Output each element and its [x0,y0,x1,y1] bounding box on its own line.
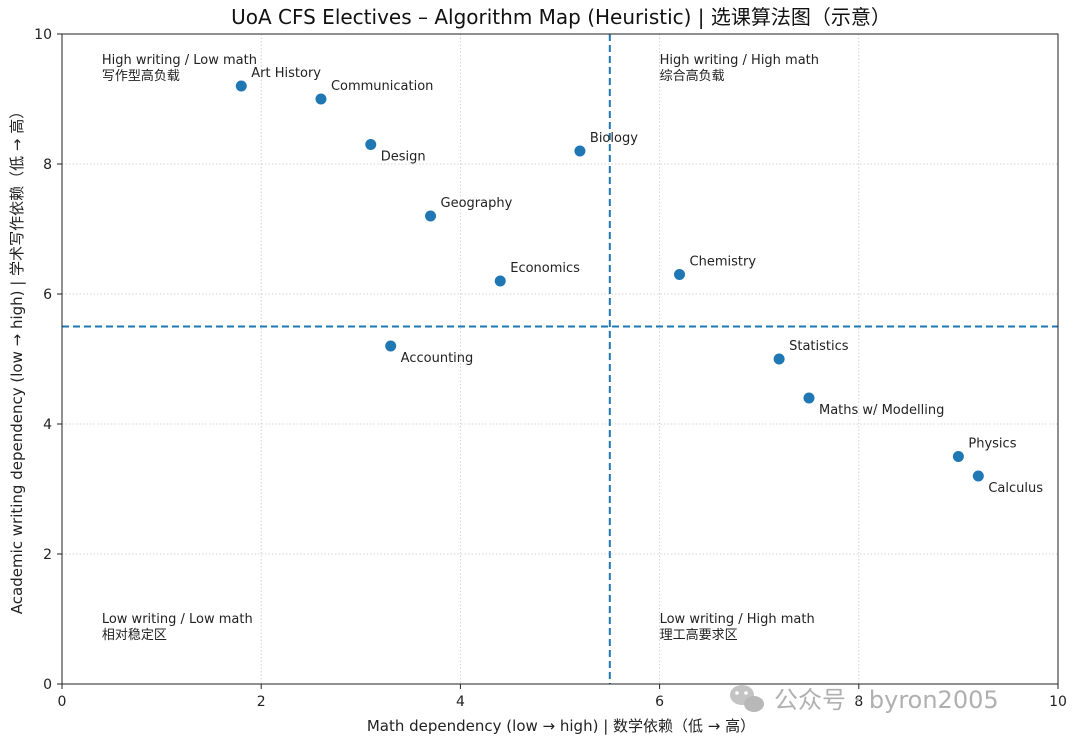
y-tick-label: 8 [43,157,52,173]
x-tick-label: 6 [655,694,664,710]
point-label: Geography [441,196,513,211]
x-tick-label: 4 [456,694,465,710]
x-tick-label: 0 [58,694,67,710]
data-point [803,392,815,404]
point-label: Accounting [401,351,474,366]
quadrant-dividers [62,34,1058,684]
data-point [674,269,686,280]
data-point [365,139,377,150]
point-label: Physics [968,437,1016,452]
data-point [235,80,247,92]
data-points: Art History Communication Design Geography E… [235,66,1043,496]
plot-frame [61,33,1059,685]
quadrant-label-cn: 相对稳定区 [102,627,167,643]
axis-ticks: 0 2 4 6 8 10 0 2 4 6 8 10 [34,27,1067,710]
data-point [773,353,785,365]
quadrant-label: High writing / High math [660,53,819,68]
y-axis-label: Academic writing dependency (low → high)… [8,104,26,614]
data-point [315,93,327,105]
data-point [494,275,506,287]
data-point [952,451,964,462]
data-point [425,210,437,222]
y-tick-label: 0 [43,677,52,693]
point-label: Biology [590,131,638,146]
grid [61,33,1059,685]
data-point [385,340,397,352]
point-label: Design [381,150,426,165]
data-point [972,470,984,482]
quadrant-label-cn: 理工高要求区 [660,627,738,643]
y-tick-label: 4 [43,417,52,433]
point-label: Chemistry [690,255,757,270]
y-tick-label: 6 [43,287,52,303]
x-axis-label: Math dependency (low → high) | 数学依赖（低 → … [367,717,755,735]
quadrant-label-cn: 写作型高负载 [102,68,180,84]
quadrant-label-cn: 综合高负载 [660,68,725,84]
data-point [574,145,586,157]
quadrant-label: Low writing / High math [660,612,815,627]
wechat-icon [730,685,764,712]
x-tick-label: 10 [1049,694,1067,710]
chart-title: UoA CFS Electives – Algorithm Map (Heuri… [231,5,891,29]
y-tick-label: 2 [43,547,52,563]
point-label: Statistics [789,339,849,354]
watermark-text: 公众号 · byron2005 [774,686,999,714]
x-tick-label: 2 [257,694,266,710]
watermark: 公众号 · byron2005 [730,685,999,714]
point-label: Calculus [988,481,1043,496]
point-label: Communication [331,79,433,94]
quadrant-label: High writing / Low math [102,53,257,68]
point-label: Maths w/ Modelling [819,403,944,418]
point-label: Art History [251,66,321,81]
quadrant-label: Low writing / Low math [102,612,253,627]
x-tick-label: 8 [854,694,863,710]
point-label: Economics [510,261,580,276]
y-tick-label: 10 [34,27,52,43]
